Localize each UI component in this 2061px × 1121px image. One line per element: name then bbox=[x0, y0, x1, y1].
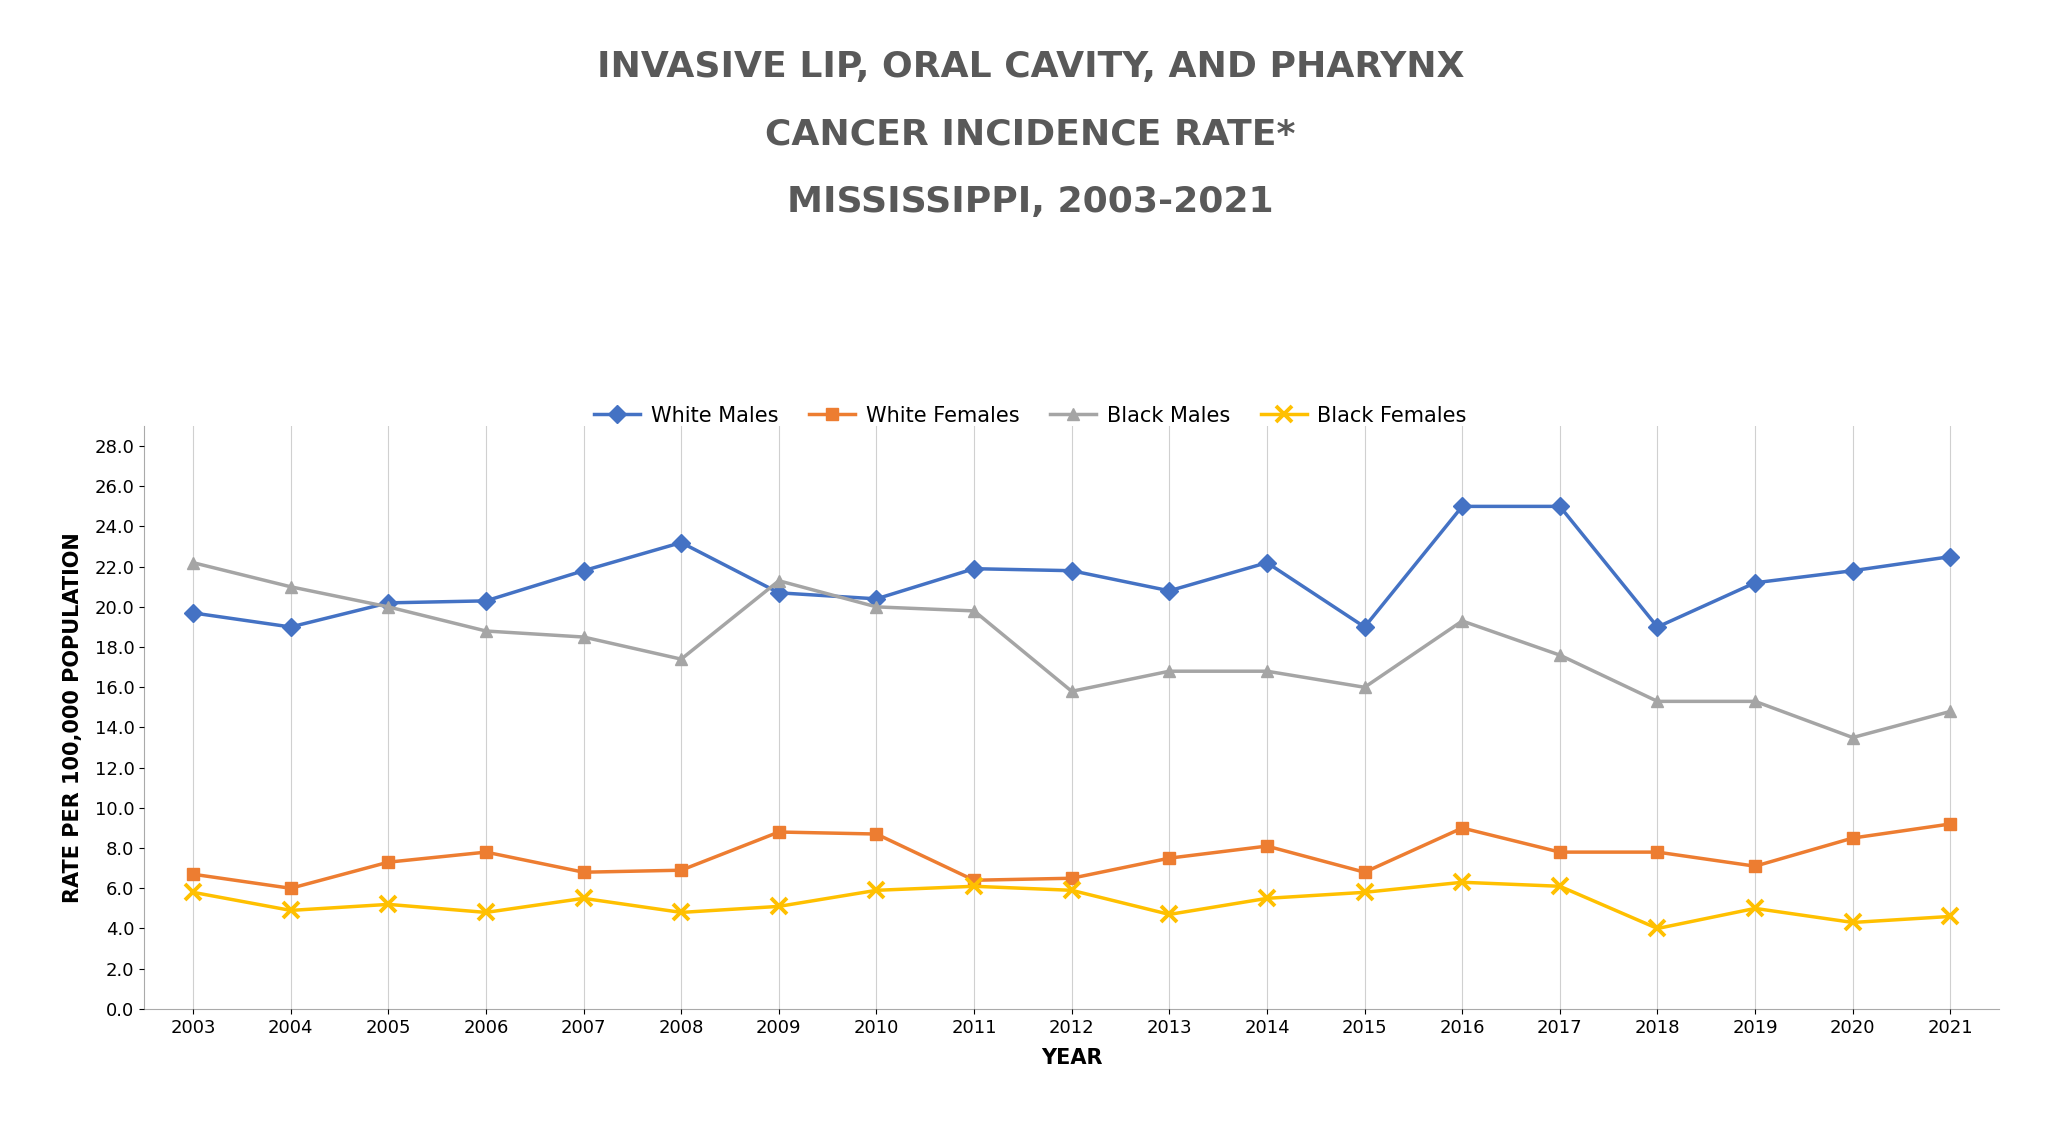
Black Females bbox=[1840, 916, 1865, 929]
Black Males bbox=[474, 624, 499, 638]
Black Females bbox=[1744, 901, 1768, 915]
Black Males bbox=[670, 652, 695, 666]
Black Females bbox=[1352, 886, 1377, 899]
White Males bbox=[962, 562, 987, 575]
Line: Black Males: Black Males bbox=[188, 556, 1956, 744]
Black Females bbox=[670, 906, 695, 919]
Black Females bbox=[181, 886, 206, 899]
White Males bbox=[1840, 564, 1865, 577]
Black Females bbox=[278, 904, 303, 917]
White Females bbox=[1059, 871, 1084, 884]
Black Males bbox=[1548, 648, 1573, 661]
White Males bbox=[1255, 556, 1280, 569]
White Males bbox=[1059, 564, 1084, 577]
Black Females bbox=[1255, 891, 1280, 905]
White Females bbox=[571, 865, 596, 879]
White Females bbox=[864, 827, 888, 841]
Text: MISSISSIPPI, 2003-2021: MISSISSIPPI, 2003-2021 bbox=[787, 185, 1274, 219]
White Females bbox=[670, 863, 695, 877]
Black Males bbox=[962, 604, 987, 618]
White Males bbox=[767, 586, 791, 600]
White Males bbox=[864, 592, 888, 605]
White Females bbox=[1352, 865, 1377, 879]
Black Males bbox=[571, 630, 596, 643]
White Males bbox=[1744, 576, 1768, 590]
Line: Black Females: Black Females bbox=[185, 874, 1958, 937]
Black Males bbox=[1645, 695, 1669, 708]
White Males bbox=[571, 564, 596, 577]
White Males bbox=[474, 594, 499, 608]
Black Males bbox=[767, 574, 791, 587]
White Females bbox=[474, 845, 499, 859]
Black Females bbox=[1645, 921, 1669, 935]
Black Females bbox=[962, 880, 987, 893]
White Females bbox=[1548, 845, 1573, 859]
White Females bbox=[181, 868, 206, 881]
White Males bbox=[375, 596, 400, 610]
White Females bbox=[278, 881, 303, 895]
Black Males bbox=[1744, 695, 1768, 708]
Black Males bbox=[1059, 685, 1084, 698]
Line: White Males: White Males bbox=[188, 500, 1956, 633]
Black Males bbox=[1449, 614, 1474, 628]
White Females bbox=[1156, 852, 1181, 865]
Black Females bbox=[1449, 876, 1474, 889]
Text: CANCER INCIDENCE RATE*: CANCER INCIDENCE RATE* bbox=[765, 118, 1296, 151]
Black Males bbox=[1937, 705, 1962, 719]
Black Males bbox=[1352, 680, 1377, 694]
Black Females bbox=[1937, 910, 1962, 924]
White Males bbox=[1449, 500, 1474, 513]
Line: White Females: White Females bbox=[188, 817, 1956, 895]
Black Males bbox=[1255, 665, 1280, 678]
Black Males bbox=[1840, 731, 1865, 744]
Black Females bbox=[474, 906, 499, 919]
Black Females bbox=[767, 900, 791, 914]
White Males bbox=[1645, 620, 1669, 633]
White Females bbox=[1645, 845, 1669, 859]
Legend: White Males, White Females, Black Males, Black Females: White Males, White Females, Black Males,… bbox=[585, 397, 1476, 434]
Black Males bbox=[375, 600, 400, 613]
Black Females bbox=[1059, 883, 1084, 897]
White Males bbox=[1548, 500, 1573, 513]
Black Males bbox=[181, 556, 206, 569]
Black Females bbox=[1548, 880, 1573, 893]
Black Males bbox=[864, 600, 888, 613]
White Females bbox=[1255, 840, 1280, 853]
White Males bbox=[1937, 550, 1962, 564]
Black Males bbox=[278, 580, 303, 593]
Text: INVASIVE LIP, ORAL CAVITY, AND PHARYNX: INVASIVE LIP, ORAL CAVITY, AND PHARYNX bbox=[598, 50, 1463, 84]
Black Females bbox=[864, 883, 888, 897]
White Males bbox=[278, 620, 303, 633]
White Males bbox=[1352, 620, 1377, 633]
X-axis label: YEAR: YEAR bbox=[1041, 1048, 1103, 1067]
White Males bbox=[670, 536, 695, 549]
White Females bbox=[375, 855, 400, 869]
White Females bbox=[1840, 832, 1865, 845]
Y-axis label: RATE PER 100,000 POPULATION: RATE PER 100,000 POPULATION bbox=[64, 532, 82, 902]
White Females bbox=[1449, 822, 1474, 835]
Black Females bbox=[571, 891, 596, 905]
White Males bbox=[1156, 584, 1181, 597]
Black Females bbox=[1156, 908, 1181, 921]
White Females bbox=[1937, 817, 1962, 831]
Black Females bbox=[375, 898, 400, 911]
Black Males bbox=[1156, 665, 1181, 678]
White Males bbox=[181, 606, 206, 620]
White Females bbox=[1744, 860, 1768, 873]
White Females bbox=[962, 873, 987, 887]
White Females bbox=[767, 825, 791, 839]
